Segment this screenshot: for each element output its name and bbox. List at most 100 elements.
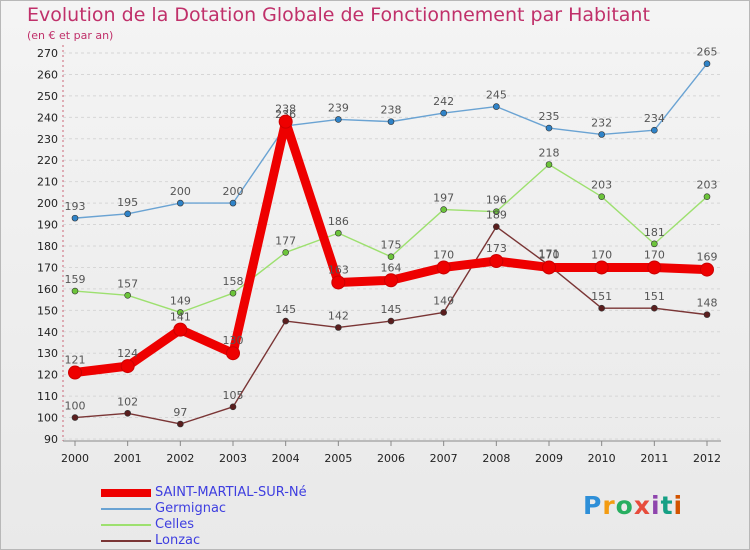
data-label: 102 bbox=[117, 395, 138, 408]
data-point bbox=[173, 322, 188, 337]
data-label: 149 bbox=[170, 294, 191, 307]
data-label: 121 bbox=[65, 354, 86, 367]
data-point bbox=[493, 223, 500, 230]
data-label: 177 bbox=[275, 234, 296, 247]
data-label: 196 bbox=[486, 194, 507, 207]
data-label: 124 bbox=[117, 347, 138, 360]
data-label: 151 bbox=[644, 290, 665, 303]
data-point bbox=[493, 208, 500, 215]
y-tick-label: 130 bbox=[37, 347, 58, 360]
data-point bbox=[651, 126, 658, 134]
data-label: 130 bbox=[223, 334, 244, 347]
legend-swatch bbox=[101, 524, 151, 526]
y-tick-label: 230 bbox=[37, 133, 58, 146]
y-tick-label: 100 bbox=[37, 412, 58, 425]
data-point bbox=[647, 260, 662, 275]
x-tick-label: 2008 bbox=[482, 452, 510, 465]
data-label: 232 bbox=[591, 116, 612, 129]
data-label: 195 bbox=[117, 196, 138, 209]
y-tick-label: 120 bbox=[37, 369, 58, 382]
legend-swatch bbox=[101, 508, 151, 510]
data-point bbox=[71, 414, 79, 421]
data-point bbox=[177, 420, 184, 428]
data-label: 239 bbox=[328, 101, 349, 114]
data-point bbox=[703, 60, 711, 68]
logo-letter: t bbox=[660, 491, 674, 520]
x-tick-label: 2002 bbox=[166, 452, 194, 465]
data-label: 145 bbox=[275, 303, 296, 316]
data-point bbox=[700, 262, 714, 277]
data-point bbox=[651, 240, 658, 248]
data-point bbox=[335, 229, 342, 237]
legend-swatch bbox=[101, 489, 151, 497]
x-tick-label: 2003 bbox=[219, 452, 247, 465]
data-point bbox=[436, 260, 451, 275]
y-tick-label: 240 bbox=[37, 111, 58, 124]
data-label: 200 bbox=[223, 185, 244, 198]
data-point bbox=[331, 275, 346, 290]
legend-item: Lonzac bbox=[101, 533, 361, 549]
logo-letter: P bbox=[583, 491, 603, 520]
x-tick-label: 2007 bbox=[430, 452, 458, 465]
x-tick-label: 2009 bbox=[535, 452, 563, 465]
data-label: 141 bbox=[170, 311, 191, 324]
data-point bbox=[440, 206, 447, 213]
data-point bbox=[489, 254, 504, 269]
data-label: 193 bbox=[65, 200, 86, 213]
data-point bbox=[440, 109, 447, 117]
data-label: 203 bbox=[591, 179, 612, 192]
data-point bbox=[229, 403, 237, 411]
legend-label: SAINT-MARTIAL-SUR-Né bbox=[155, 485, 307, 500]
y-tick-label: 110 bbox=[37, 390, 58, 403]
data-point bbox=[387, 253, 395, 261]
data-label: 148 bbox=[697, 297, 718, 310]
data-point bbox=[177, 309, 184, 316]
legend-label: Lonzac bbox=[155, 533, 201, 548]
legend-swatch bbox=[101, 540, 151, 542]
data-point bbox=[229, 199, 237, 207]
data-label: 170 bbox=[433, 248, 454, 261]
data-label: 238 bbox=[381, 104, 402, 117]
data-label: 149 bbox=[433, 294, 454, 307]
data-point bbox=[120, 359, 135, 374]
data-point bbox=[598, 304, 605, 312]
data-point bbox=[598, 131, 605, 138]
data-label: 170 bbox=[644, 248, 665, 261]
data-label: 164 bbox=[381, 261, 402, 274]
data-label: 158 bbox=[223, 275, 244, 288]
data-point bbox=[177, 199, 184, 207]
chart-title: Evolution de la Dotation Globale de Fonc… bbox=[27, 4, 650, 26]
data-point bbox=[124, 210, 131, 218]
data-label: 105 bbox=[223, 389, 244, 402]
data-label: 159 bbox=[65, 273, 86, 286]
y-tick-label: 220 bbox=[37, 154, 58, 167]
data-label: 157 bbox=[117, 277, 138, 290]
data-label: 145 bbox=[381, 303, 402, 316]
legend-item: SAINT-MARTIAL-SUR-Né bbox=[101, 485, 361, 501]
data-label: 173 bbox=[486, 242, 507, 255]
data-point bbox=[651, 304, 658, 312]
y-tick-label: 160 bbox=[37, 283, 58, 296]
data-point bbox=[229, 289, 237, 297]
data-label: 97 bbox=[173, 406, 187, 419]
x-tick-label: 2006 bbox=[377, 452, 405, 465]
data-point bbox=[71, 214, 79, 222]
logo-letter: i bbox=[673, 491, 684, 520]
logo-letter: o bbox=[615, 491, 634, 520]
x-tick-label: 2010 bbox=[588, 452, 616, 465]
data-label: 142 bbox=[328, 309, 349, 322]
legend-label: Germignac bbox=[155, 501, 227, 516]
data-point bbox=[545, 161, 553, 168]
y-tick-label: 270 bbox=[37, 47, 58, 60]
logo-letter: x bbox=[633, 491, 651, 520]
x-tick-label: 2001 bbox=[114, 452, 142, 465]
x-tick-label: 2004 bbox=[272, 452, 300, 465]
data-point bbox=[493, 103, 500, 110]
data-label: 151 bbox=[591, 290, 612, 303]
data-point bbox=[542, 260, 556, 275]
data-point bbox=[124, 292, 131, 299]
x-tick-label: 2011 bbox=[640, 452, 668, 465]
data-point bbox=[282, 249, 289, 256]
y-tick-label: 210 bbox=[37, 176, 58, 189]
